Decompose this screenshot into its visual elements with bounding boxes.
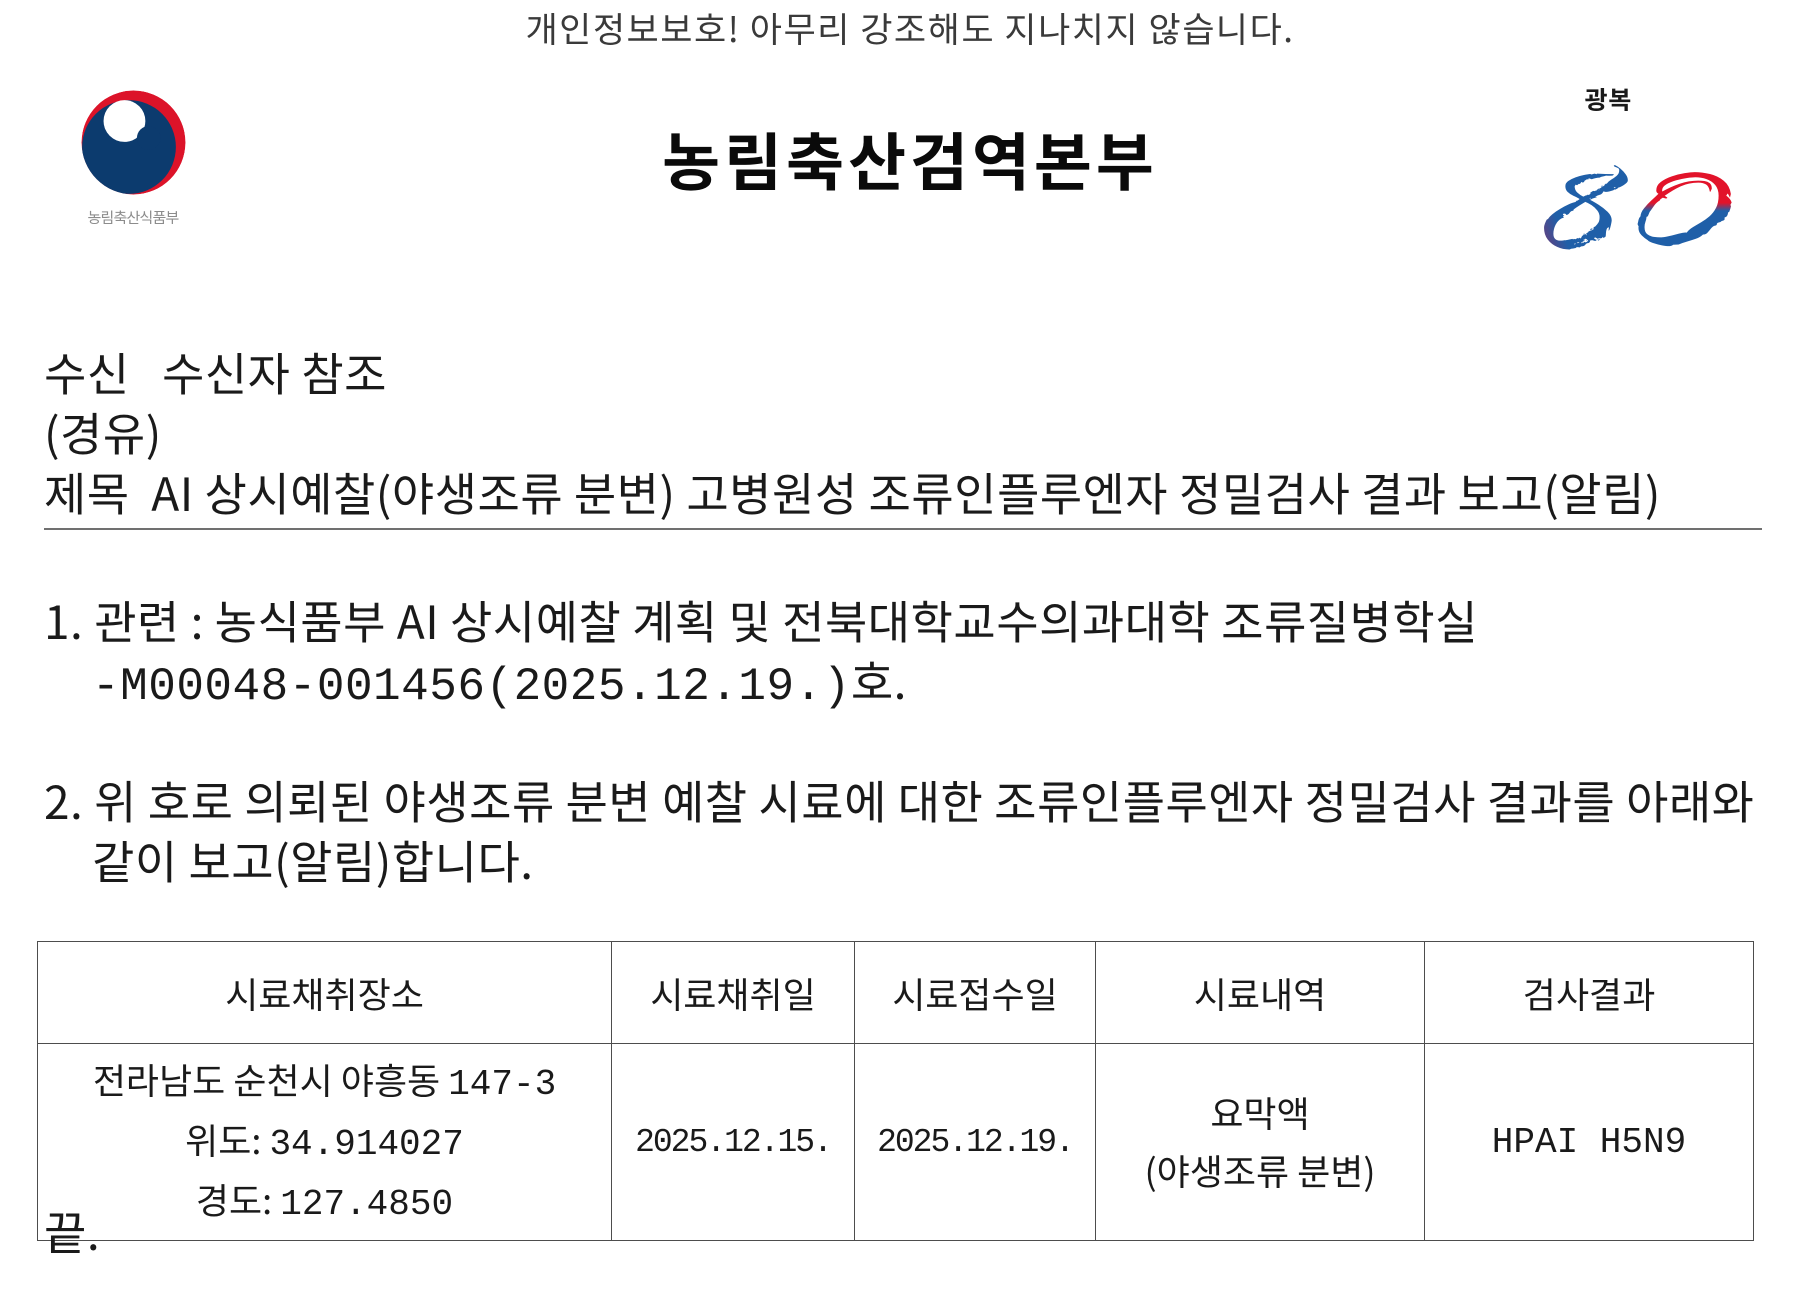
svg-text:0: 0 xyxy=(1635,106,1735,279)
svg-text:8: 8 xyxy=(1543,106,1628,279)
